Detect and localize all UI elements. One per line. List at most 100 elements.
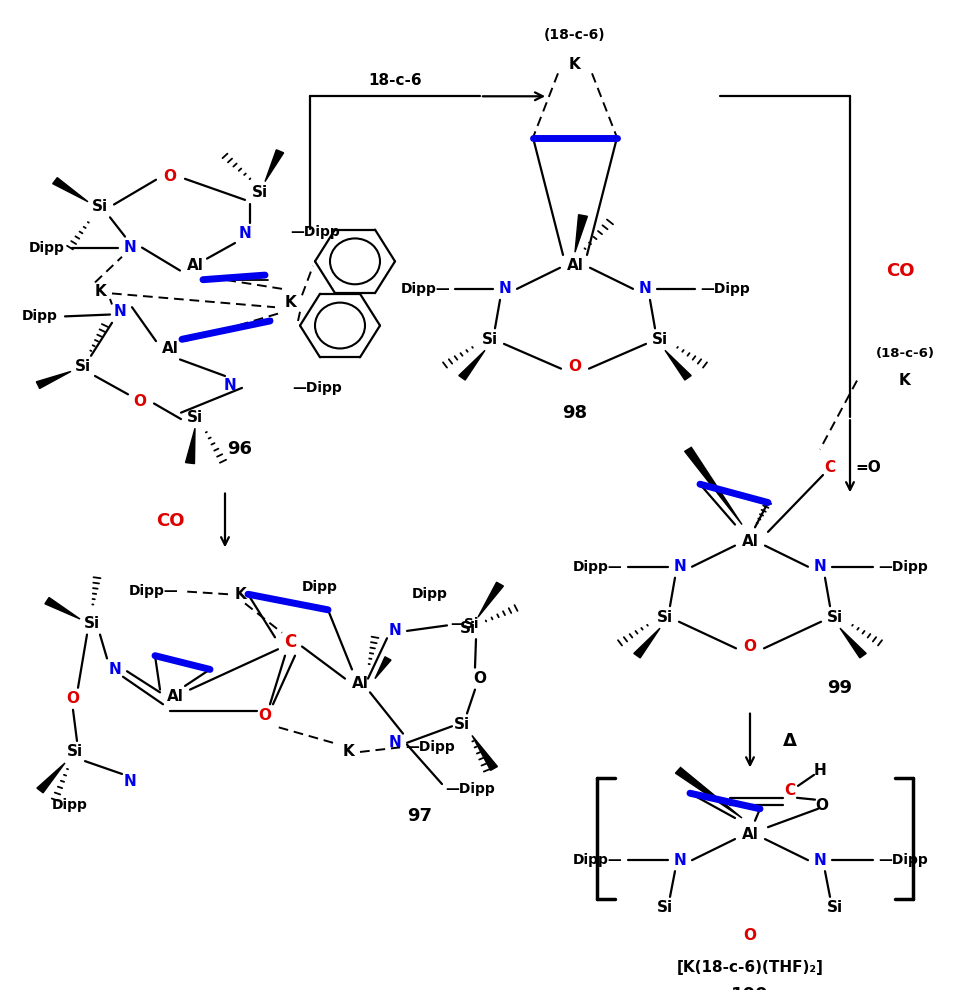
Text: Si: Si — [92, 199, 108, 214]
Text: —Dipp: —Dipp — [878, 853, 927, 867]
Text: O: O — [743, 928, 757, 942]
Text: N: N — [674, 852, 686, 867]
Text: [K(18-c-6)(THF)₂]: [K(18-c-6)(THF)₂] — [676, 960, 823, 975]
Text: N: N — [124, 774, 136, 789]
Text: K: K — [343, 744, 354, 759]
Text: 98: 98 — [563, 404, 588, 422]
Text: O: O — [67, 691, 79, 706]
Text: Si: Si — [454, 717, 470, 732]
Text: O: O — [815, 798, 829, 813]
Text: 18-c-6: 18-c-6 — [369, 73, 422, 88]
Text: Al: Al — [741, 534, 758, 548]
Text: Si: Si — [75, 359, 91, 374]
Polygon shape — [478, 582, 504, 617]
Polygon shape — [634, 629, 660, 658]
Polygon shape — [472, 736, 497, 770]
Text: K: K — [95, 284, 106, 299]
Text: K: K — [569, 56, 581, 71]
Text: Al: Al — [741, 827, 758, 842]
Text: —Dipp: —Dipp — [700, 282, 750, 296]
Text: N: N — [224, 377, 236, 393]
Text: Dipp: Dipp — [29, 241, 65, 254]
Text: Si: Si — [187, 410, 203, 425]
Text: K: K — [899, 373, 911, 388]
Polygon shape — [37, 763, 65, 793]
Text: Al: Al — [167, 689, 183, 705]
Polygon shape — [375, 656, 391, 678]
Text: Si: Si — [657, 900, 673, 916]
Text: N: N — [674, 559, 686, 574]
Text: —Dipp: —Dipp — [292, 381, 342, 395]
Text: N: N — [389, 624, 401, 639]
Text: Dipp: Dipp — [52, 798, 88, 812]
Polygon shape — [265, 149, 284, 181]
Text: 96: 96 — [228, 441, 253, 458]
Text: Dipp—: Dipp— — [572, 559, 622, 574]
Text: N: N — [389, 736, 401, 750]
Text: —Dipp: —Dipp — [405, 741, 455, 754]
Polygon shape — [676, 767, 742, 818]
Polygon shape — [575, 215, 588, 252]
Text: Si: Si — [460, 621, 476, 636]
Polygon shape — [37, 371, 71, 388]
Text: Si: Si — [252, 185, 268, 200]
Text: K: K — [234, 587, 246, 602]
Text: Al: Al — [351, 676, 369, 691]
Polygon shape — [45, 598, 80, 619]
Text: N: N — [639, 281, 651, 296]
Text: Si: Si — [657, 610, 673, 625]
Text: C: C — [785, 783, 795, 798]
Polygon shape — [840, 919, 867, 948]
Polygon shape — [840, 629, 867, 658]
Text: Al: Al — [161, 341, 179, 356]
Text: 99: 99 — [828, 679, 852, 697]
Text: Dipp—: Dipp— — [572, 853, 622, 867]
Text: Dipp—: Dipp— — [128, 584, 178, 599]
Text: Dipp: Dipp — [302, 580, 338, 594]
Text: O: O — [163, 169, 177, 184]
Polygon shape — [53, 177, 88, 202]
Text: CO: CO — [886, 261, 914, 279]
Polygon shape — [684, 447, 742, 525]
Text: Dipp: Dipp — [22, 309, 58, 324]
Text: Δ: Δ — [783, 732, 797, 750]
Text: O: O — [474, 671, 486, 686]
Text: N: N — [109, 662, 122, 677]
Text: CO: CO — [155, 512, 184, 530]
Text: Dipp—: Dipp— — [400, 282, 450, 296]
Text: —Si: —Si — [450, 617, 479, 631]
Text: (18-c-6): (18-c-6) — [875, 346, 934, 359]
Text: —Dipp: —Dipp — [445, 782, 495, 796]
Text: K: K — [284, 295, 296, 310]
Text: Si: Si — [67, 744, 83, 759]
Text: O: O — [133, 394, 147, 409]
Text: O: O — [568, 359, 582, 374]
Text: N: N — [813, 852, 826, 867]
Polygon shape — [665, 350, 691, 380]
Text: O: O — [259, 708, 271, 723]
Text: N: N — [813, 559, 826, 574]
Polygon shape — [458, 350, 485, 380]
Text: (18-c-6): (18-c-6) — [544, 28, 606, 42]
Text: Si: Si — [652, 332, 668, 346]
Text: O: O — [743, 639, 757, 654]
Text: =O: =O — [855, 460, 881, 475]
Polygon shape — [634, 919, 660, 948]
Text: H: H — [813, 763, 826, 778]
Text: C: C — [824, 460, 836, 475]
Text: 97: 97 — [407, 807, 432, 825]
Text: Si: Si — [482, 332, 498, 346]
Text: Si: Si — [827, 900, 843, 916]
Text: N: N — [114, 304, 126, 320]
Text: N: N — [499, 281, 511, 296]
Text: 100: 100 — [731, 986, 769, 990]
Text: Al: Al — [186, 258, 204, 273]
Text: N: N — [238, 227, 251, 242]
Text: Si: Si — [827, 610, 843, 625]
Polygon shape — [185, 429, 195, 463]
Text: Si: Si — [84, 616, 100, 631]
Text: Al: Al — [566, 258, 584, 273]
Text: N: N — [124, 241, 136, 255]
Text: C: C — [284, 633, 296, 650]
Text: —Dipp: —Dipp — [878, 559, 927, 574]
